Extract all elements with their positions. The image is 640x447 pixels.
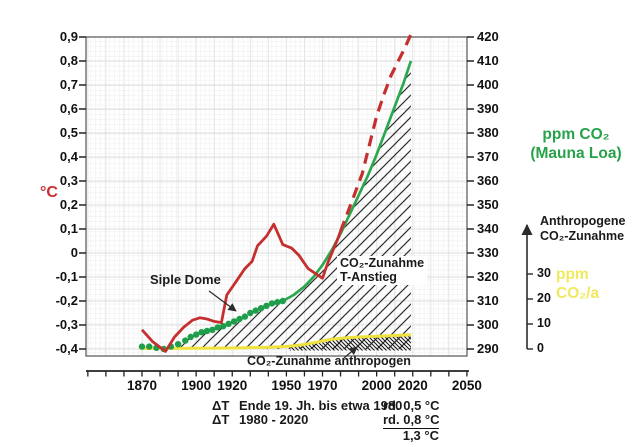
- climate-co2-chart: 0,9 0,8 0,7 0,6 0,5 0,4 0,3 0,2 0,1 0 -0,1 -0,2 -0,3…: [40, 29, 626, 443]
- chart-plot-area: [79, 31, 533, 377]
